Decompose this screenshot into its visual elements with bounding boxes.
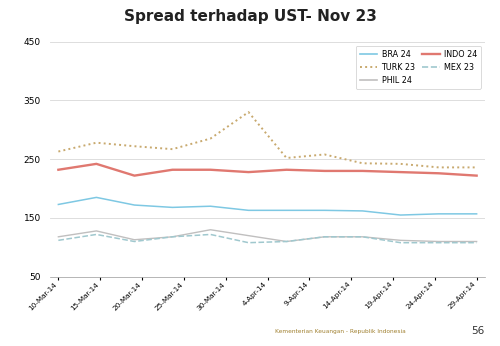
Text: 56: 56 (471, 327, 484, 336)
Text: Spread terhadap UST- Nov 23: Spread terhadap UST- Nov 23 (124, 9, 376, 24)
Legend: BRA 24, TURK 23, PHIL 24, INDO 24, MEX 23: BRA 24, TURK 23, PHIL 24, INDO 24, MEX 2… (356, 46, 481, 89)
Text: Kementerian Keuangan - Republik Indonesia: Kementerian Keuangan - Republik Indonesi… (274, 329, 406, 334)
